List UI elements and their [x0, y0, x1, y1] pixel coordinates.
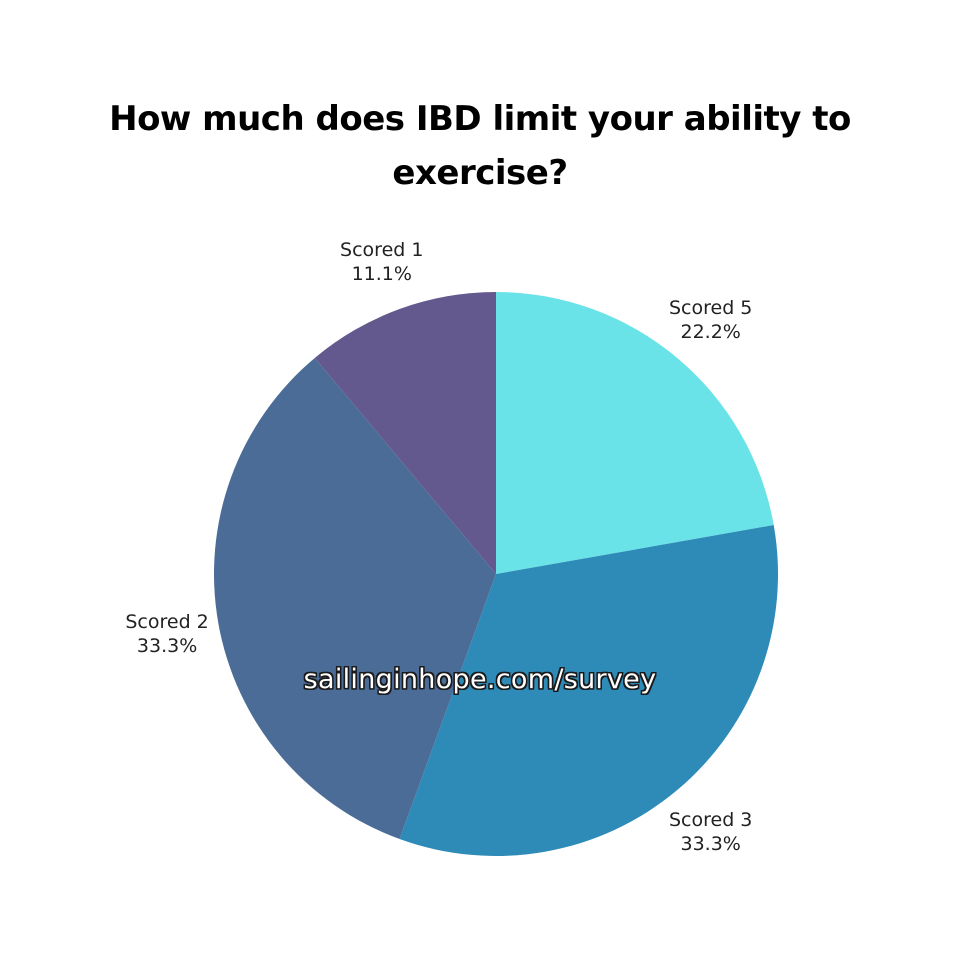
slice-label-value: 22.2%: [681, 321, 741, 343]
slice-label-scored-5: Scored 5 22.2%: [669, 297, 752, 343]
pie-slice-scored-1: [314, 292, 496, 574]
slice-label-value: 11.1%: [352, 263, 412, 285]
slice-label-value: 33.3%: [137, 635, 197, 657]
slice-label-name: Scored 5: [669, 297, 752, 319]
watermark-url: sailinginhope.com/survey: [303, 664, 657, 695]
slice-label-scored-3: Scored 3 33.3%: [669, 809, 752, 855]
slice-label-scored-1: Scored 1 11.1%: [340, 239, 423, 285]
slice-label-scored-2: Scored 2 33.3%: [125, 611, 208, 657]
pie-labels: Scored 5 22.2%Scored 3 33.3%Scored 2 33.3%S…: [125, 239, 752, 855]
slice-label-value: 33.3%: [681, 833, 741, 855]
pie-slice-scored-3: [399, 525, 778, 856]
pie-slices: [213, 292, 778, 856]
slice-label-name: Scored 2: [125, 611, 208, 633]
slice-label-name: Scored 1: [340, 239, 423, 261]
pie-slice-scored-2: [213, 357, 496, 839]
chart-title: How much does IBD limit your ability to …: [109, 99, 851, 193]
pie-slice-scored-5: [496, 292, 774, 574]
slice-label-name: Scored 3: [669, 809, 752, 831]
